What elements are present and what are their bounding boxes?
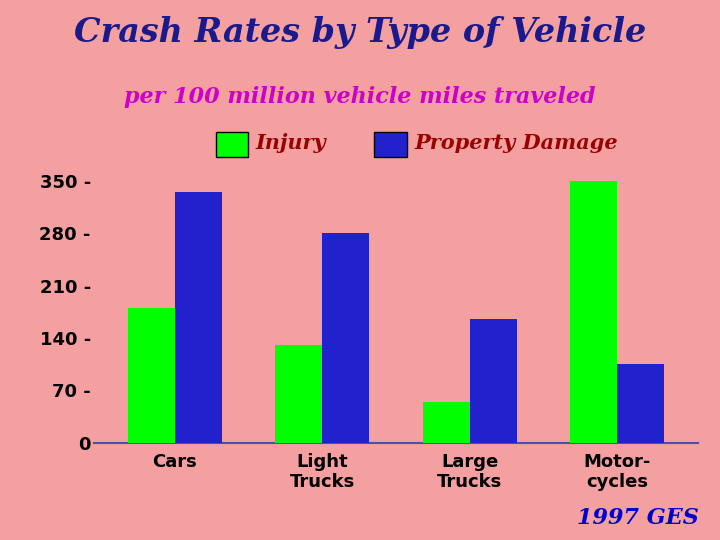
Text: per 100 million vehicle miles traveled: per 100 million vehicle miles traveled	[125, 86, 595, 109]
Text: Property Damage: Property Damage	[414, 133, 618, 153]
Bar	[469, 319, 517, 443]
Bar	[423, 402, 469, 443]
Bar	[323, 233, 369, 443]
Bar	[175, 192, 222, 443]
Bar	[275, 346, 323, 443]
Text: Crash Rates by Type of Vehicle: Crash Rates by Type of Vehicle	[74, 16, 646, 49]
Bar	[617, 364, 665, 443]
Bar	[570, 181, 617, 443]
Bar	[127, 308, 175, 443]
Text: 1997 GES: 1997 GES	[577, 507, 698, 529]
Text: Injury: Injury	[256, 133, 326, 153]
